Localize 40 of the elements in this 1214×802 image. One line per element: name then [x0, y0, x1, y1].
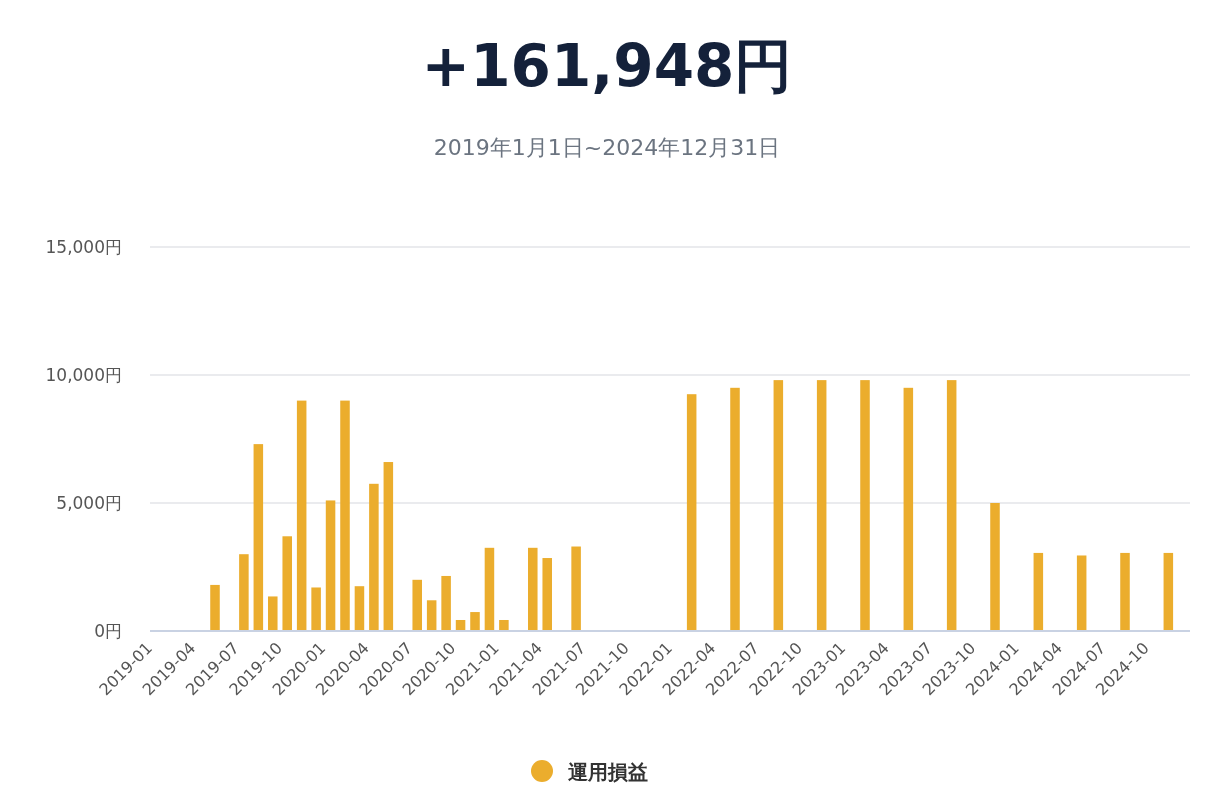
y-tick-label: 5,000円	[56, 493, 122, 513]
bar	[470, 612, 480, 631]
bar	[426, 600, 437, 631]
bar	[210, 584, 220, 631]
bar	[542, 558, 552, 631]
bar	[296, 400, 307, 631]
bar	[1163, 552, 1174, 631]
bar	[686, 394, 697, 631]
bar	[1120, 552, 1130, 631]
y-tick-label: 10,000円	[45, 365, 122, 385]
bar	[499, 619, 509, 631]
bar	[311, 587, 321, 631]
bar	[946, 380, 957, 631]
bar	[383, 462, 394, 631]
chart-title: +161,948円	[421, 32, 793, 100]
bar	[816, 380, 827, 631]
bar	[903, 387, 914, 631]
y-tick-label: 15,000円	[45, 237, 122, 257]
bar	[1033, 552, 1044, 631]
bar	[325, 500, 336, 631]
bar	[1076, 555, 1087, 631]
chart-subtitle: 2019年1月1日~2024年12月31日	[433, 135, 781, 160]
bar	[571, 546, 581, 631]
bar	[412, 579, 422, 631]
legend-label: 運用損益	[567, 760, 648, 784]
bar	[860, 380, 870, 631]
bar	[268, 596, 278, 631]
y-tick-label: 0円	[94, 621, 122, 641]
bar	[441, 575, 451, 631]
bar	[239, 554, 249, 631]
bar	[484, 547, 495, 631]
bar	[354, 586, 365, 631]
bar	[773, 380, 784, 631]
bar	[369, 483, 379, 631]
bar	[253, 444, 264, 631]
bar	[528, 547, 538, 631]
bar	[340, 400, 350, 631]
bar	[730, 387, 740, 631]
bar	[282, 536, 292, 631]
bar	[990, 503, 1000, 631]
